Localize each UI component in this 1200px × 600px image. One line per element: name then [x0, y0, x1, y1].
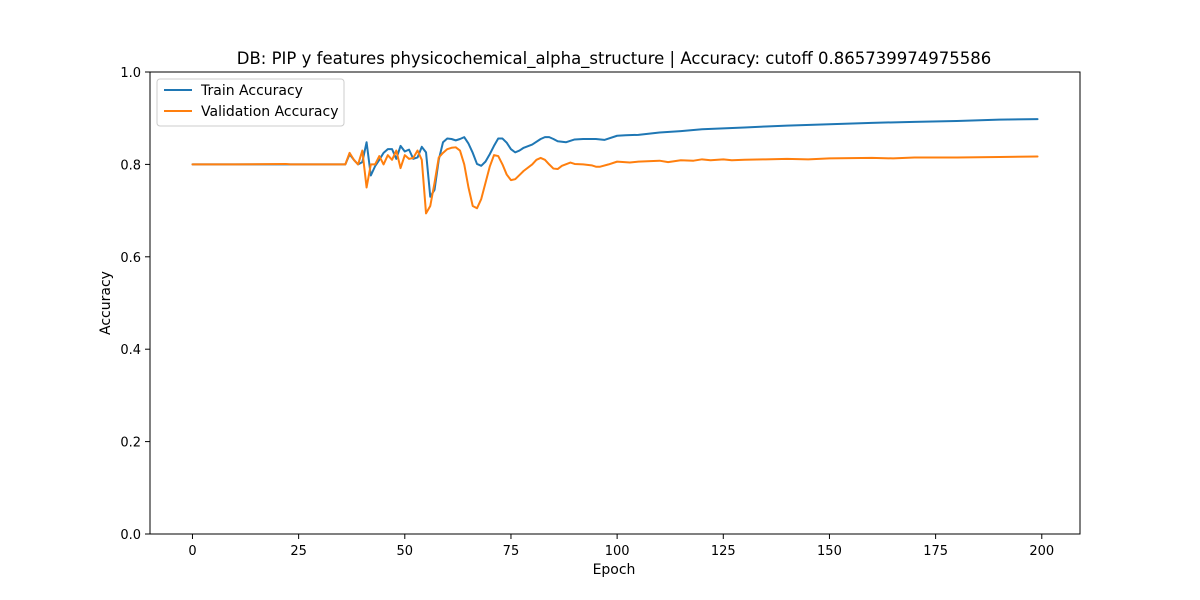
- x-tick-label: 150: [817, 544, 842, 559]
- series-line-train-accuracy: [191, 118, 1039, 198]
- y-tick-label: 1.0: [120, 66, 141, 81]
- x-tick-label: 25: [290, 544, 307, 559]
- x-tick-label: 50: [397, 544, 414, 559]
- series-layer: [191, 118, 1039, 215]
- x-tick-label: 175: [923, 544, 948, 559]
- y-tick-label: 0.6: [120, 251, 141, 266]
- y-tick-label: 0.0: [120, 528, 141, 543]
- series-line-validation-accuracy: [191, 146, 1039, 215]
- x-tick-label: 75: [503, 544, 520, 559]
- x-tick-label: 200: [1029, 544, 1054, 559]
- x-axis-title: Epoch: [593, 562, 636, 578]
- y-axis-title: Accuracy: [98, 271, 114, 335]
- x-tick-label: 0: [188, 544, 196, 559]
- legend-label-validation: Validation Accuracy: [201, 104, 339, 120]
- plot-frame: [149, 71, 1081, 535]
- y-tick-label: 0.2: [120, 436, 141, 451]
- y-tick-label: 0.4: [120, 343, 141, 358]
- x-axis: 0 25 50 75 100 125 150 175 200: [188, 534, 1054, 559]
- chart-title: DB: PIP y features physicochemical_alpha…: [237, 49, 991, 69]
- x-tick-label: 125: [711, 544, 736, 559]
- legend-box: [156, 78, 345, 127]
- legend-label-train: Train Accuracy: [200, 83, 303, 99]
- y-axis: 0.0 0.2 0.4 0.6 0.8 1.0: [120, 66, 150, 543]
- legend: Train Accuracy Validation Accuracy: [156, 78, 345, 127]
- y-tick-label: 0.8: [120, 158, 141, 173]
- x-tick-label: 100: [605, 544, 630, 559]
